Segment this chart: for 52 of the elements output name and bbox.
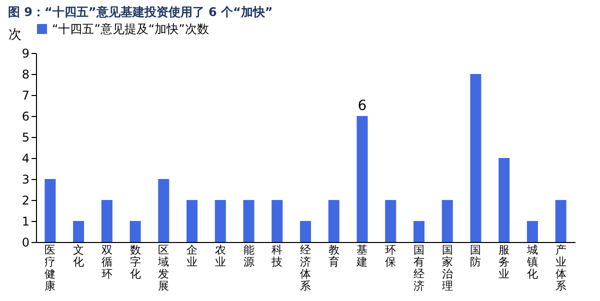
x-tick-label: 教育 bbox=[328, 244, 340, 268]
x-tick-label: 国有经济 bbox=[413, 244, 424, 292]
x-tick-label: 产业体系 bbox=[555, 244, 566, 292]
x-tick-label: 数字化 bbox=[130, 244, 141, 280]
y-tick-label: 3 bbox=[22, 172, 30, 186]
y-tick-label: 7 bbox=[22, 88, 30, 102]
y-axis-title: 次 bbox=[8, 28, 22, 42]
x-tick-label: 能源 bbox=[243, 244, 254, 268]
y-tick-label: 0 bbox=[22, 236, 30, 250]
bar bbox=[470, 74, 482, 242]
y-tick-label: 6 bbox=[22, 110, 30, 124]
x-tick-label: 城镇化 bbox=[526, 244, 538, 280]
bar bbox=[385, 200, 396, 242]
bar bbox=[44, 179, 56, 242]
y-tick-label: 1 bbox=[22, 214, 30, 228]
bar bbox=[130, 221, 141, 242]
bar bbox=[442, 200, 453, 242]
y-tick-label: 4 bbox=[22, 152, 30, 166]
chart-title: 图 9：“十四五”意见基建投资使用了 6 个“加快” bbox=[8, 5, 273, 19]
bar bbox=[498, 158, 510, 242]
bar bbox=[101, 200, 112, 242]
x-tick-label: 企业 bbox=[186, 244, 198, 268]
y-tick-label: 9 bbox=[22, 46, 30, 60]
y-tick-label: 8 bbox=[22, 68, 30, 82]
x-tick-label: 基建 bbox=[356, 244, 368, 268]
bar bbox=[73, 221, 84, 242]
y-tick-label: 5 bbox=[22, 130, 30, 144]
x-tick-label: 文化 bbox=[73, 244, 84, 268]
bar bbox=[555, 200, 566, 242]
x-tick-label: 双循环 bbox=[101, 244, 112, 280]
x-tick-label: 环保 bbox=[385, 244, 396, 268]
bar bbox=[243, 200, 254, 242]
bar bbox=[272, 200, 283, 242]
bar bbox=[214, 200, 226, 242]
bar bbox=[413, 221, 424, 242]
bar bbox=[328, 200, 340, 242]
x-tick-label: 区域发展 bbox=[157, 244, 170, 292]
bar bbox=[300, 221, 311, 242]
x-tick-label: 农业 bbox=[214, 244, 226, 268]
x-tick-label: 国防 bbox=[470, 244, 482, 268]
x-tick-label: 服务业 bbox=[498, 244, 510, 280]
legend-label: “十四五”意见提及“加快”次数 bbox=[52, 22, 209, 36]
bar bbox=[186, 200, 198, 242]
x-tick-label: 科技 bbox=[270, 244, 283, 268]
x-tick-label: 经济体系 bbox=[300, 244, 311, 292]
bar bbox=[356, 116, 368, 242]
x-tick-label: 国家治理 bbox=[442, 244, 453, 292]
x-tick-label: 医疗健康 bbox=[44, 244, 56, 292]
bar bbox=[158, 179, 170, 242]
bar bbox=[526, 221, 538, 242]
y-tick-label: 2 bbox=[22, 194, 30, 208]
data-label: 6 bbox=[358, 98, 367, 114]
